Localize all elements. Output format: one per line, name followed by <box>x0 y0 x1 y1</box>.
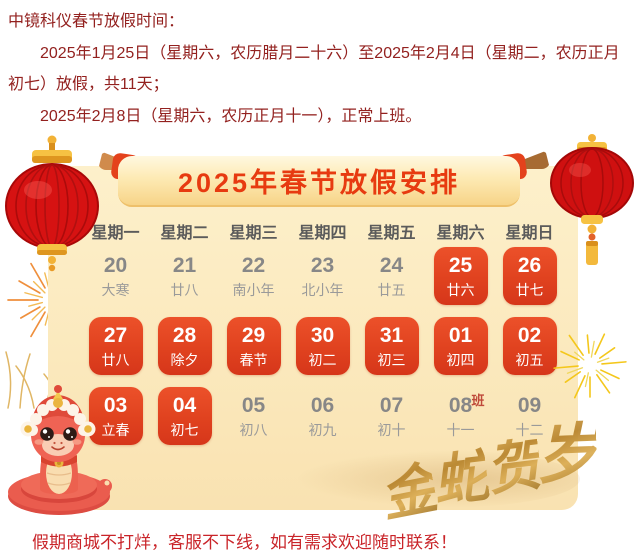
workday-badge: 班 <box>471 393 485 408</box>
day-lunar-label: 廿八 <box>101 352 130 368</box>
day-cell: 22 南小年 <box>227 247 281 305</box>
day-number: 28 <box>172 324 197 347</box>
notice-paragraph-1: 2025年1月25日（星期六，农历腊月二十六）至2025年2月4日（星期二，农历… <box>8 44 620 94</box>
day-number: 24 <box>379 254 404 277</box>
day-lunar-label: 北小年 <box>301 282 344 298</box>
weekday-label: 星期五 <box>367 225 416 242</box>
day-lunar-label: 初十 <box>377 422 406 438</box>
holiday-day-cell: 27 廿八 <box>88 317 143 375</box>
day-lunar-label: 廿八 <box>170 282 199 298</box>
notice-heading: 中镜科仪春节放假时间： <box>8 13 185 30</box>
weekday-label: 星期一 <box>91 225 140 242</box>
holiday-day-cell: 28 除夕 <box>157 317 212 375</box>
day-number: 27 <box>103 324 128 347</box>
day-number: 21 <box>172 254 197 277</box>
calendar-grid: 20 大寒 21 廿八 22 南小年 23 北小年 24 廿五 25 廿六 26 廿七 27 廿八 28 除夕 29… <box>81 247 564 457</box>
day-lunar-label: 初三 <box>377 352 406 368</box>
day-lunar-label: 大寒 <box>101 282 130 298</box>
day-number: 03 <box>103 394 128 417</box>
day-number: 23 <box>310 254 335 277</box>
holiday-day-cell: 29 春节 <box>226 317 281 375</box>
day-cell: 21 廿八 <box>158 247 212 305</box>
day-number: 20 <box>103 254 128 277</box>
holiday-day-cell: 31 初三 <box>364 317 419 375</box>
day-lunar-label: 春节 <box>239 352 268 368</box>
notice-text-block: 中镜科仪春节放假时间： 2025年1月25日（星期六，农历腊月二十六）至2025… <box>8 6 631 132</box>
day-lunar-label: 南小年 <box>232 282 275 298</box>
day-cell: 08 班十一 <box>434 387 488 445</box>
day-cell: 24 廿五 <box>365 247 419 305</box>
greeting-char: 蛇 <box>428 431 492 518</box>
holiday-day-cell: 03 立春 <box>88 387 143 445</box>
lantern-icon <box>550 134 634 265</box>
day-number: 04 <box>172 394 197 417</box>
day-number: 06 <box>310 394 335 417</box>
day-cell: 05 初八 <box>227 387 281 445</box>
day-cell: 06 初九 <box>296 387 350 445</box>
weekday-label: 星期四 <box>298 225 347 242</box>
day-number: 02 <box>517 324 542 347</box>
day-lunar-label: 初二 <box>308 352 337 368</box>
day-lunar-label: 廿七 <box>515 282 544 298</box>
weekday-label: 星期日 <box>505 225 554 242</box>
day-lunar-label: 立春 <box>101 422 130 438</box>
day-number: 26 <box>517 254 542 277</box>
weekday-label: 星期三 <box>229 225 278 242</box>
day-lunar-label: 初五 <box>515 352 544 368</box>
calendar-title-banner: 2025年春节放假安排 <box>118 156 520 207</box>
day-cell: 20 大寒 <box>89 247 143 305</box>
day-lunar-label: 除夕 <box>170 352 199 368</box>
day-number: 05 <box>241 394 266 417</box>
holiday-day-cell: 25 廿六 <box>433 247 488 305</box>
day-cell: 09 十二 <box>503 387 557 445</box>
holiday-day-cell: 02 初五 <box>502 317 557 375</box>
holiday-day-cell: 01 初四 <box>433 317 488 375</box>
notice-paragraph-2: 2025年2月8日（星期六，农历正月十一），正常上班。 <box>40 107 422 125</box>
weekday-label: 星期六 <box>436 225 485 242</box>
day-number: 30 <box>310 324 335 347</box>
day-lunar-label: 十一 <box>446 422 475 438</box>
day-number: 08 <box>448 394 473 417</box>
day-number: 09 <box>517 394 542 417</box>
day-lunar-label: 初四 <box>446 352 475 368</box>
holiday-day-cell: 26 廿七 <box>502 247 557 305</box>
holiday-day-cell: 30 初二 <box>295 317 350 375</box>
day-number: 29 <box>241 324 266 347</box>
day-cell: 07 初十 <box>365 387 419 445</box>
day-number: 25 <box>448 254 473 277</box>
firework-icon <box>553 333 627 399</box>
weekday-label: 星期二 <box>160 225 209 242</box>
lantern-icon <box>5 135 99 272</box>
snake-mascot <box>8 385 112 515</box>
day-lunar-label: 廿五 <box>377 282 406 298</box>
greeting-char: 岁 <box>533 402 598 497</box>
day-lunar-label: 初九 <box>308 422 337 438</box>
day-lunar-label: 廿六 <box>446 282 475 298</box>
day-lunar-label: 十二 <box>516 422 544 438</box>
day-number: 01 <box>448 324 473 347</box>
day-number: 31 <box>379 324 404 347</box>
footer-text: 假期商城不打烊，客服不下线，如有需求欢迎随时联系！ <box>32 533 457 552</box>
calendar-title: 2025年春节放假安排 <box>177 168 461 198</box>
day-number: 07 <box>379 394 404 417</box>
brush-texture <box>295 450 580 508</box>
day-number: 22 <box>241 254 266 277</box>
day-lunar-label: 初八 <box>239 422 268 438</box>
day-cell: 23 北小年 <box>296 247 350 305</box>
day-lunar-label: 初七 <box>170 422 199 438</box>
holiday-day-cell: 04 初七 <box>157 387 212 445</box>
weekday-row: 星期一 星期二 星期三 星期四 星期五 星期六 星期日 <box>81 219 564 243</box>
